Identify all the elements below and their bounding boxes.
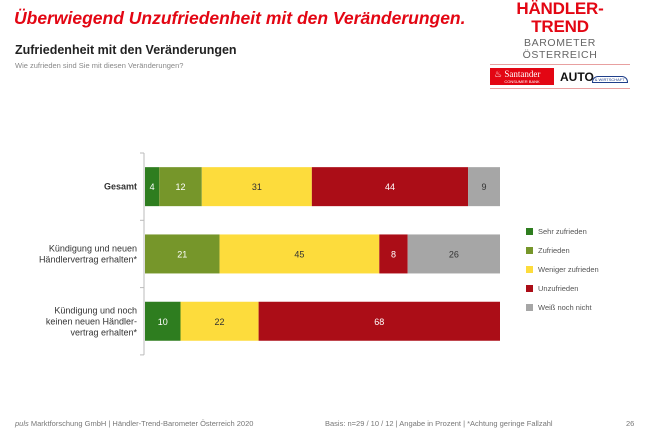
bar-segment <box>219 234 380 274</box>
legend-item: Weniger zufrieden <box>526 260 599 279</box>
legend-item: Sehr zufrieden <box>526 222 599 241</box>
legend-swatch <box>526 228 533 235</box>
bar-segment <box>468 167 500 207</box>
flame-icon: ♨ <box>494 69 503 79</box>
footer-brand: puls <box>15 419 29 428</box>
category-label-line: Kündigung und noch <box>54 305 137 315</box>
logo-title: HÄNDLER-TREND <box>516 0 604 36</box>
data-label: 4 <box>150 182 155 192</box>
logo-divider-bottom <box>490 88 630 89</box>
page-title: Überwiegend Unzufriedenheit mit den Verä… <box>14 8 466 28</box>
chart-legend: Sehr zufrieden Zufrieden Weniger zufrieden… <box>526 222 599 317</box>
category-label-line: Kündigung und neuen <box>49 243 137 253</box>
legend-label: Sehr zufrieden <box>538 227 587 236</box>
data-label: 31 <box>252 182 262 192</box>
data-label: 68 <box>374 317 384 327</box>
footer-source-text: Marktforschung GmbH | Händler-Trend-Baro… <box>28 419 254 428</box>
auto-sub: & WIRTSCHAFT <box>591 75 628 83</box>
data-label: 45 <box>294 249 304 259</box>
legend-label: Zufrieden <box>538 246 570 255</box>
category-label-line: Händlervertrag erhalten* <box>39 254 138 264</box>
santander-sub: CONSUMER BANK <box>504 79 540 84</box>
bar-segment <box>258 301 500 341</box>
bar-segment <box>407 234 500 274</box>
category-label: Kündigung und neuen Händlervertrag erhalt… <box>39 243 138 264</box>
legend-item: Zufrieden <box>526 241 599 260</box>
bar-segment <box>180 301 259 341</box>
legend-item: Unzufrieden <box>526 279 599 298</box>
bar-segment <box>145 167 160 207</box>
category-label-line: vertrag erhalten* <box>70 327 137 337</box>
category-label-line: keinen neuen Händler- <box>46 316 137 326</box>
category-label-line: Gesamt <box>104 182 137 192</box>
logo-divider <box>490 64 630 65</box>
bar-segment <box>159 167 202 207</box>
bar-segment <box>145 301 181 341</box>
footer-basis: Basis: n=29 / 10 / 12 | Angabe in Prozen… <box>325 419 553 428</box>
haendler-trend-logo: HÄNDLER-TREND BAROMETER ÖSTERREICH ♨ San… <box>490 0 630 89</box>
page-number: 26 <box>626 419 635 428</box>
bar-segment <box>145 234 220 274</box>
data-label: 22 <box>215 317 225 327</box>
footer-source: puls Marktforschung GmbH | Händler-Trend… <box>15 419 253 428</box>
data-label: 26 <box>449 249 459 259</box>
data-label: 21 <box>177 249 187 259</box>
chart-title: Zufriedenheit mit den Veränderungen <box>15 43 237 57</box>
data-label: 9 <box>482 182 487 192</box>
legend-swatch <box>526 304 533 311</box>
auto-wirtschaft-logo: AUTO& WIRTSCHAFT <box>560 70 628 84</box>
category-label: Kündigung und noch keinen neuen Händler-v… <box>46 305 138 337</box>
chart-subtitle: Wie zufrieden sind Sie mit diesen Veränd… <box>15 61 184 70</box>
auto-name: AUTO <box>560 69 594 84</box>
sponsor-logos: ♨ Santander CONSUMER BANK AUTO& WIRTSCHA… <box>490 68 630 85</box>
legend-label: Unzufrieden <box>538 284 579 293</box>
logo-subtitle: BAROMETER ÖSTERREICH <box>522 37 598 61</box>
santander-logo: ♨ Santander CONSUMER BANK <box>490 68 554 85</box>
data-label: 44 <box>385 182 395 192</box>
legend-label: Weniger zufrieden <box>538 265 599 274</box>
category-label: Gesamt <box>104 182 137 192</box>
legend-label: Weiß noch nicht <box>538 303 592 312</box>
data-label: 10 <box>158 317 168 327</box>
data-label: 8 <box>391 249 396 259</box>
santander-name: Santander <box>504 69 541 79</box>
legend-swatch <box>526 266 533 273</box>
legend-swatch <box>526 285 533 292</box>
legend-swatch <box>526 247 533 254</box>
bar-segment <box>379 234 408 274</box>
legend-item: Weiß noch nicht <box>526 298 599 317</box>
bar-segment <box>311 167 469 207</box>
bar-segment <box>201 167 312 207</box>
data-label: 12 <box>175 182 185 192</box>
